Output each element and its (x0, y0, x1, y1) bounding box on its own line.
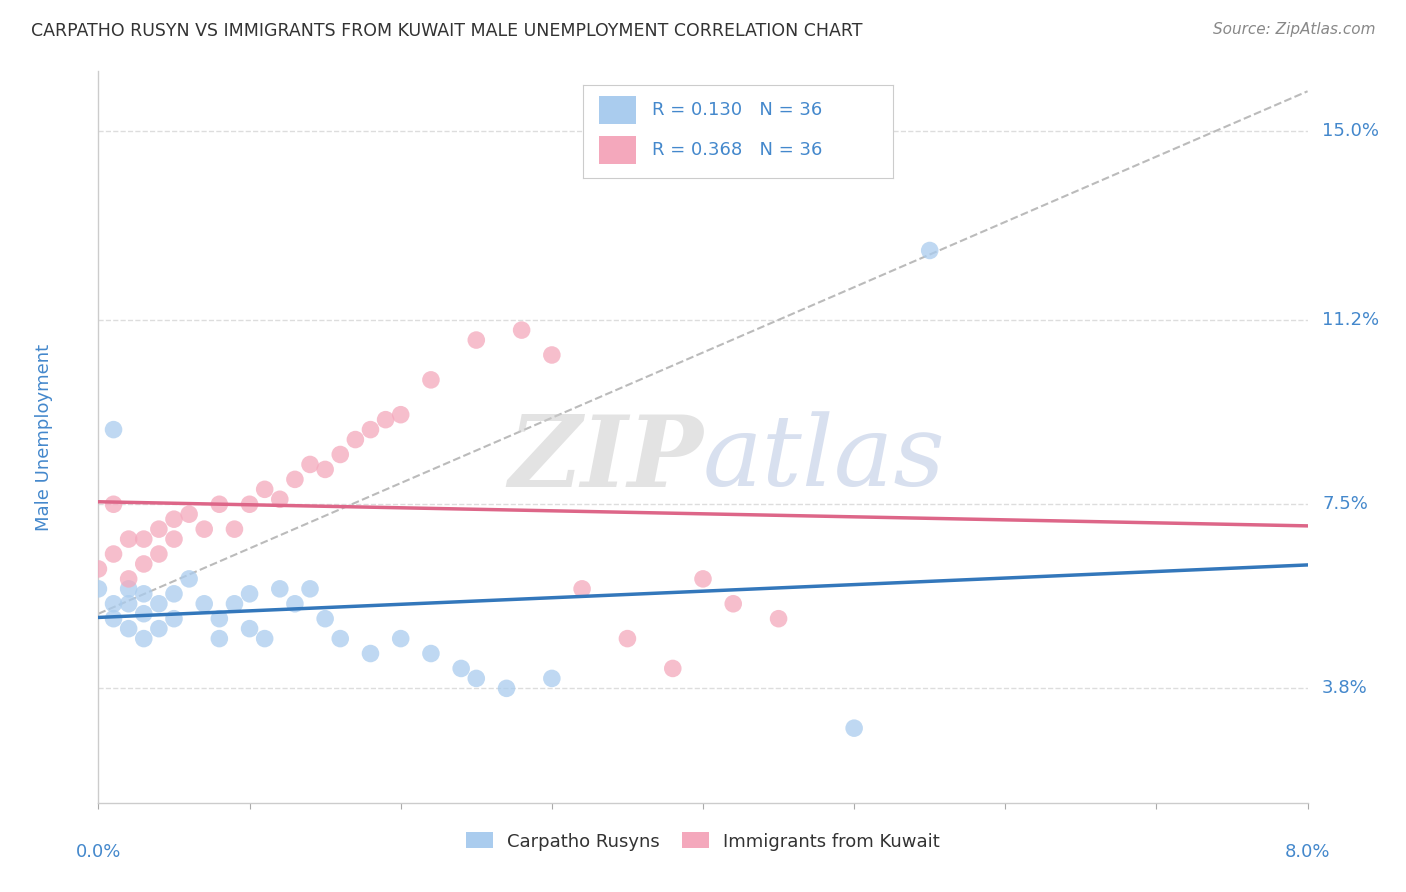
Point (540, 348, 562, 362)
Text: 8.0%: 8.0% (1285, 843, 1330, 861)
Point (239, 622, 262, 636)
Text: 3.8%: 3.8% (1322, 680, 1368, 698)
Point (208, 497, 231, 511)
Legend: Carpatho Rusyns, Immigrants from Kuwait: Carpatho Rusyns, Immigrants from Kuwait (461, 827, 945, 856)
Point (465, 333, 488, 347)
Point (374, 412, 396, 426)
Point (163, 512, 186, 526)
Point (118, 622, 141, 636)
Point (163, 587, 186, 601)
Point (723, 597, 745, 611)
Point (132, 587, 155, 601)
Point (118, 582, 141, 596)
Point (239, 587, 262, 601)
Text: ZIP: ZIP (508, 411, 703, 508)
Point (179, 572, 201, 586)
Point (208, 612, 231, 626)
Point (284, 472, 307, 486)
Text: 7.5%: 7.5% (1322, 495, 1368, 513)
Point (163, 532, 186, 546)
Point (844, 721, 866, 735)
Point (616, 632, 638, 646)
Point (163, 612, 186, 626)
Point (389, 632, 412, 646)
Point (510, 323, 533, 337)
Point (269, 492, 291, 507)
Point (329, 448, 352, 462)
Point (571, 582, 593, 596)
Point (132, 632, 155, 646)
Point (420, 647, 443, 661)
Point (193, 522, 215, 536)
Point (661, 661, 683, 675)
Point (148, 522, 170, 536)
Point (314, 462, 336, 476)
Point (118, 532, 141, 546)
Point (132, 532, 155, 546)
Point (118, 572, 141, 586)
Point (208, 632, 231, 646)
Point (360, 423, 382, 437)
Point (103, 497, 125, 511)
Point (918, 244, 941, 258)
Point (465, 672, 488, 686)
Text: Male Unemployment: Male Unemployment (35, 343, 53, 531)
Point (87, 582, 110, 596)
Point (768, 612, 790, 626)
FancyBboxPatch shape (599, 136, 636, 164)
Point (148, 622, 170, 636)
Point (269, 582, 291, 596)
Point (299, 458, 322, 472)
Text: R = 0.368   N = 36: R = 0.368 N = 36 (651, 141, 823, 160)
Text: atlas: atlas (703, 411, 946, 507)
Point (103, 597, 125, 611)
Point (103, 612, 125, 626)
Point (179, 507, 201, 521)
Point (224, 597, 246, 611)
Point (148, 547, 170, 561)
Point (299, 582, 322, 596)
Text: R = 0.130   N = 36: R = 0.130 N = 36 (651, 101, 821, 119)
Text: CARPATHO RUSYN VS IMMIGRANTS FROM KUWAIT MALE UNEMPLOYMENT CORRELATION CHART: CARPATHO RUSYN VS IMMIGRANTS FROM KUWAIT… (31, 22, 862, 40)
Point (314, 612, 336, 626)
Point (540, 672, 562, 686)
Text: 11.2%: 11.2% (1322, 311, 1379, 329)
Point (692, 572, 714, 586)
Point (253, 632, 276, 646)
Text: 0.0%: 0.0% (76, 843, 121, 861)
Point (148, 597, 170, 611)
Point (103, 423, 125, 437)
Point (284, 597, 307, 611)
Point (103, 547, 125, 561)
Text: Source: ZipAtlas.com: Source: ZipAtlas.com (1212, 22, 1375, 37)
Point (87, 562, 110, 576)
Text: 15.0%: 15.0% (1322, 122, 1379, 140)
Point (360, 647, 382, 661)
Point (450, 661, 472, 675)
Point (239, 497, 262, 511)
Point (389, 408, 412, 422)
Point (329, 632, 352, 646)
FancyBboxPatch shape (599, 96, 636, 124)
Point (193, 597, 215, 611)
Point (495, 681, 517, 696)
Point (253, 483, 276, 497)
Point (118, 597, 141, 611)
Point (132, 607, 155, 621)
Point (420, 373, 443, 387)
Point (224, 522, 246, 536)
Point (132, 557, 155, 571)
Point (344, 433, 367, 447)
